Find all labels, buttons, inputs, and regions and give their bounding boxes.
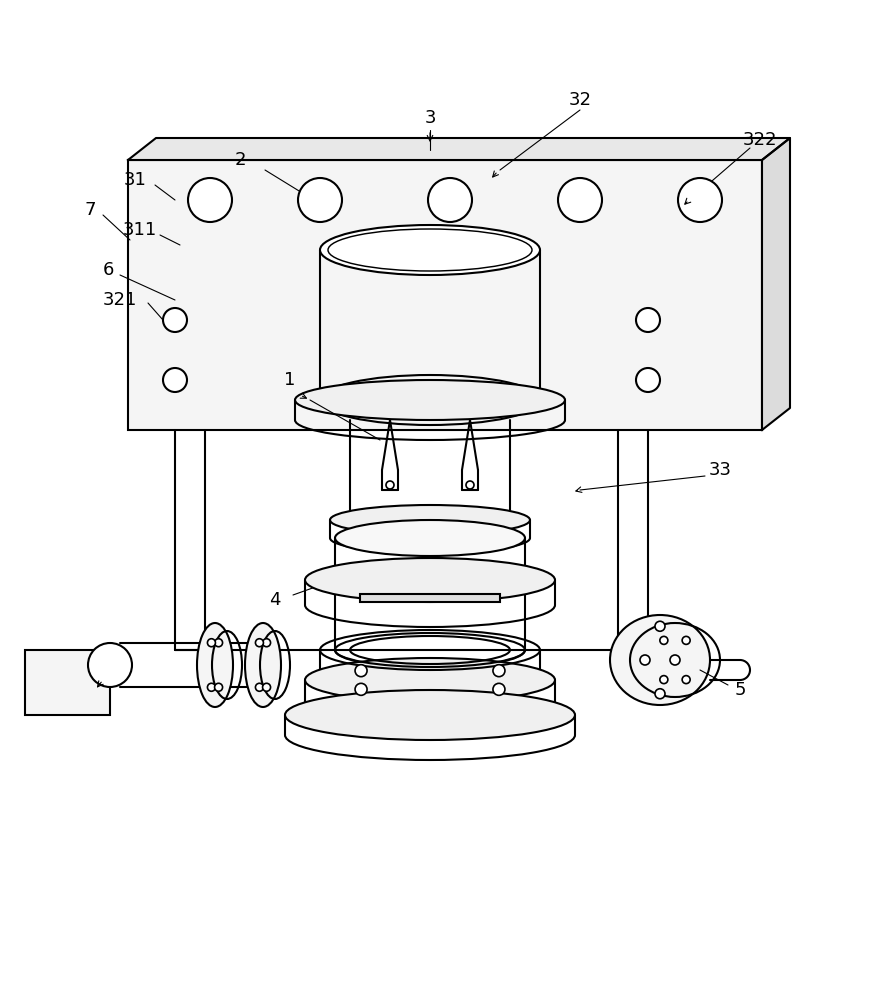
Ellipse shape <box>163 308 187 332</box>
Ellipse shape <box>256 683 264 691</box>
Text: 5: 5 <box>734 681 746 699</box>
Ellipse shape <box>188 178 232 222</box>
Ellipse shape <box>330 505 530 535</box>
Ellipse shape <box>682 636 691 644</box>
Ellipse shape <box>295 380 565 420</box>
Ellipse shape <box>215 683 223 691</box>
Polygon shape <box>128 138 790 160</box>
Text: 321: 321 <box>103 291 137 309</box>
Text: 3: 3 <box>424 109 436 127</box>
Ellipse shape <box>428 178 472 222</box>
Ellipse shape <box>335 520 525 556</box>
Ellipse shape <box>355 683 367 695</box>
Ellipse shape <box>298 178 342 222</box>
Ellipse shape <box>640 655 650 665</box>
Ellipse shape <box>636 368 660 392</box>
Ellipse shape <box>208 683 216 691</box>
Ellipse shape <box>215 639 223 647</box>
Text: 2: 2 <box>234 151 246 169</box>
Text: 311: 311 <box>123 221 157 239</box>
Bar <box>128 160 762 430</box>
Ellipse shape <box>493 683 505 695</box>
Ellipse shape <box>197 623 233 707</box>
Ellipse shape <box>660 676 668 684</box>
Ellipse shape <box>655 689 665 699</box>
Text: 6: 6 <box>102 261 113 279</box>
Text: 31: 31 <box>124 171 147 189</box>
Ellipse shape <box>655 621 665 631</box>
Text: 4: 4 <box>269 591 281 609</box>
Text: 33: 33 <box>709 461 732 479</box>
Ellipse shape <box>320 225 540 275</box>
Text: 1: 1 <box>285 371 296 389</box>
Ellipse shape <box>682 676 691 684</box>
Ellipse shape <box>636 308 660 332</box>
Ellipse shape <box>256 639 264 647</box>
Bar <box>25 650 110 715</box>
Ellipse shape <box>386 481 394 489</box>
Ellipse shape <box>263 683 271 691</box>
Ellipse shape <box>163 368 187 392</box>
Ellipse shape <box>493 665 505 677</box>
Text: 7: 7 <box>85 201 96 219</box>
Ellipse shape <box>670 655 680 665</box>
Ellipse shape <box>88 643 132 687</box>
Text: 32: 32 <box>568 91 592 109</box>
Ellipse shape <box>245 623 281 707</box>
Ellipse shape <box>558 178 602 222</box>
Ellipse shape <box>305 658 555 702</box>
Text: 322: 322 <box>743 131 777 149</box>
Ellipse shape <box>355 665 367 677</box>
Polygon shape <box>762 138 790 430</box>
Ellipse shape <box>466 481 474 489</box>
Ellipse shape <box>678 178 722 222</box>
Bar <box>360 594 500 602</box>
Ellipse shape <box>305 558 555 602</box>
Ellipse shape <box>208 639 216 647</box>
Ellipse shape <box>263 639 271 647</box>
Ellipse shape <box>285 690 575 740</box>
Ellipse shape <box>610 615 710 705</box>
Ellipse shape <box>660 636 668 644</box>
